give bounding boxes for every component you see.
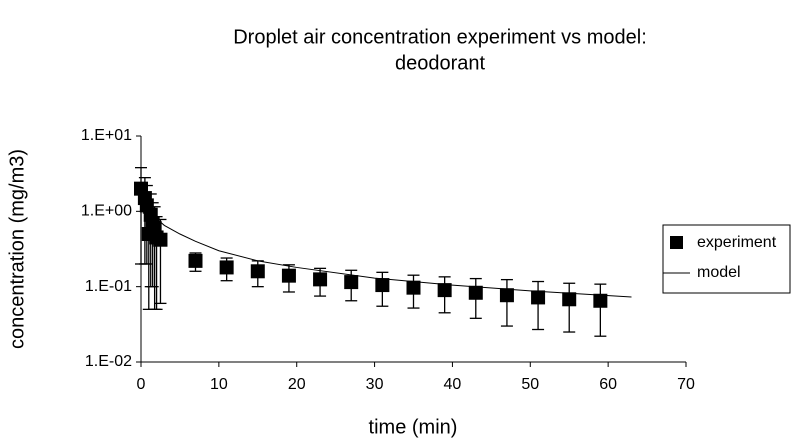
legend-label: experiment: [697, 234, 777, 251]
y-tick-label: 1.E-02: [85, 353, 132, 370]
y-axis-title: concentration (mg/m3): [6, 149, 28, 349]
chart-title: Droplet air concentration experiment vs …: [233, 26, 647, 48]
marker: [281, 268, 296, 283]
marker: [344, 275, 359, 290]
x-tick-label: 20: [288, 376, 306, 393]
marker: [375, 278, 390, 293]
legend-marker: [670, 236, 683, 249]
x-tick-label: 50: [521, 376, 539, 393]
x-tick-label: 60: [599, 376, 617, 393]
marker: [437, 283, 452, 298]
x-tick-label: 10: [210, 376, 228, 393]
marker: [499, 288, 514, 303]
marker: [219, 260, 234, 275]
marker: [313, 272, 328, 287]
legend: [662, 224, 791, 294]
model-line: [142, 202, 632, 298]
x-tick-label: 40: [444, 376, 462, 393]
marker: [468, 285, 483, 300]
marker: [188, 253, 203, 268]
x-tick-label: 0: [137, 376, 146, 393]
marker: [593, 293, 608, 308]
x-tick-label: 30: [366, 376, 384, 393]
marker: [250, 264, 265, 279]
y-tick-label: 1.E+01: [81, 127, 132, 144]
chart-title: deodorant: [395, 52, 486, 74]
marker: [153, 232, 168, 247]
x-tick-label: 70: [677, 376, 695, 393]
marker: [406, 280, 421, 295]
y-tick-label: 1.E+00: [81, 203, 132, 220]
marker: [562, 292, 577, 307]
marker: [531, 290, 546, 305]
y-tick-label: 1.E-01: [85, 278, 132, 295]
x-axis-title: time (min): [369, 416, 458, 438]
legend-label: model: [697, 264, 741, 281]
